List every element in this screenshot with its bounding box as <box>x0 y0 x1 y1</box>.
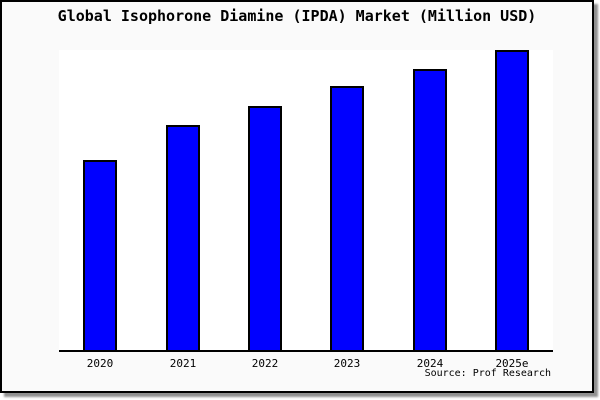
bar-2025e <box>495 50 529 350</box>
chart-title: Global Isophorone Diamine (IPDA) Market … <box>57 7 537 25</box>
x-tick-label-2024: 2024 <box>416 357 444 370</box>
chart-figure: Global Isophorone Diamine (IPDA) Market … <box>0 0 594 393</box>
x-tick-label-2020: 2020 <box>86 357 114 370</box>
x-tick-label-2023: 2023 <box>333 357 361 370</box>
x-tick-label-2025e: 2025e <box>495 357 529 370</box>
bar-2023 <box>330 86 364 350</box>
bar-2021 <box>166 125 200 350</box>
source-credit: Source: Prof Research <box>424 368 551 379</box>
bar-2020 <box>83 160 117 350</box>
x-tick-label-2022: 2022 <box>251 357 279 370</box>
bar-2022 <box>248 106 282 350</box>
x-tick-label-2021: 2021 <box>169 357 197 370</box>
plot-area <box>59 50 553 352</box>
bar-2024 <box>413 69 447 350</box>
